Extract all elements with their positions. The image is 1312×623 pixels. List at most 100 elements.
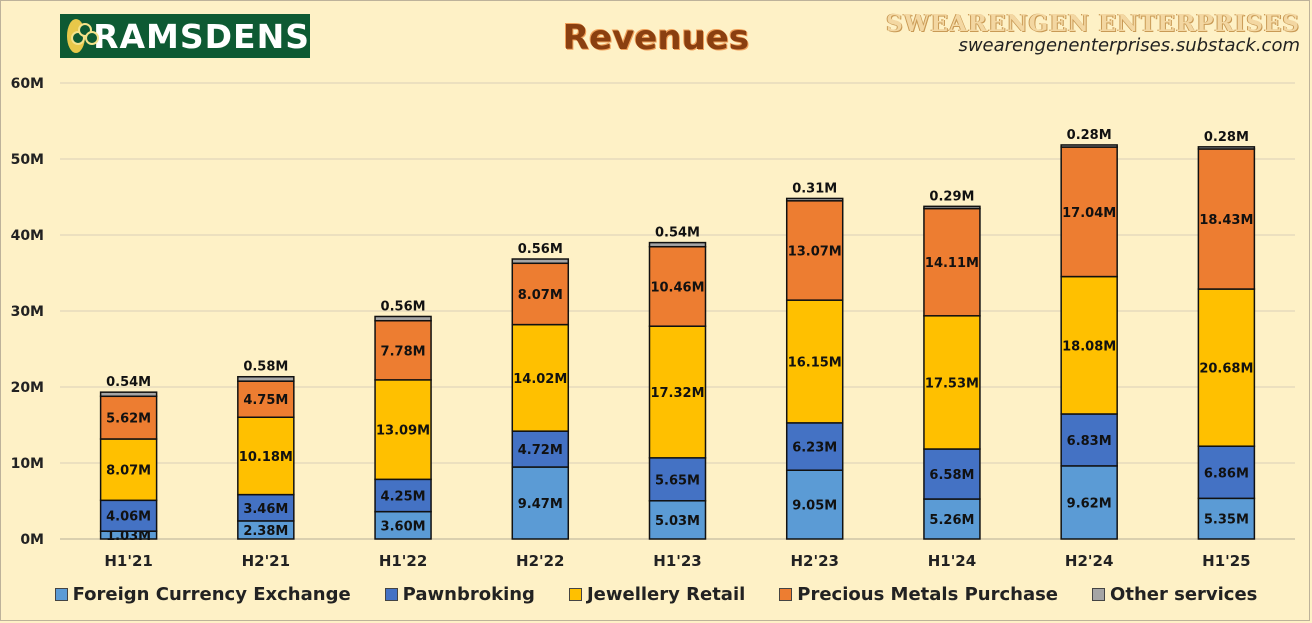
- legend-swatch: [568, 588, 582, 601]
- data-label: 6.83M: [1067, 434, 1112, 449]
- legend-item: Jewellery Retail: [568, 584, 746, 605]
- data-label: 0.28M: [1067, 128, 1112, 143]
- legend-label: Jewellery Retail: [586, 584, 746, 605]
- bar-segment: [237, 380, 295, 418]
- bar-segment: [785, 422, 844, 471]
- bar-segment: [374, 478, 432, 513]
- brand-name: SWEARENGEN ENTERPRISES: [886, 10, 1300, 37]
- data-label: 9.47M: [518, 497, 563, 512]
- bar-segment: [1197, 288, 1256, 447]
- bar-segment: [1060, 465, 1118, 540]
- legend-swatch: [54, 588, 68, 601]
- x-tick-label: H1'25: [1202, 552, 1250, 570]
- data-label: 5.65M: [655, 473, 700, 488]
- stacked-bar-chart: 0M 10M 20M 30M 40M 50M 60M 1.03M 4.06M 8.07M 5.62M…: [11, 76, 1295, 570]
- bar-segment: [99, 391, 158, 398]
- bar-segment: [648, 325, 707, 459]
- bar-segment: [99, 395, 158, 440]
- data-label: 0.31M: [792, 181, 837, 196]
- bar-segment: [923, 315, 981, 450]
- data-label: 9.62M: [1067, 496, 1112, 511]
- data-label: 6.86M: [1204, 466, 1249, 481]
- bar-segment: [374, 315, 432, 322]
- data-label: 0.56M: [381, 299, 426, 314]
- data-label: 18.43M: [1199, 213, 1253, 228]
- data-label: 0.58M: [243, 360, 288, 375]
- bar-segment: [374, 379, 432, 481]
- brand-url: swearengenenterprises.substack.com: [958, 35, 1300, 56]
- y-tick-label: 10M: [11, 456, 44, 472]
- legend-label: Foreign Currency Exchange: [72, 584, 351, 605]
- bar-segment: [923, 205, 981, 210]
- bar-segment: [648, 245, 707, 327]
- legend-swatch: [384, 588, 398, 601]
- ramsdens-logo: RAMSDENS: [60, 14, 310, 58]
- legend-label: Precious Metals Purchase: [797, 584, 1059, 605]
- legend-swatch: [779, 588, 793, 601]
- coins-icon: [67, 19, 99, 53]
- data-label: 10.46M: [650, 280, 704, 295]
- data-label: 20.68M: [1199, 362, 1253, 377]
- data-label: 9.05M: [792, 499, 837, 514]
- data-label: 17.32M: [650, 386, 704, 401]
- data-label: 2.38M: [243, 524, 288, 539]
- y-tick-label: 30M: [11, 304, 44, 320]
- bar-segment: [785, 469, 844, 540]
- data-label: 5.26M: [929, 513, 974, 528]
- legend-item: Pawnbroking: [384, 584, 535, 605]
- chart-title: Revenues: [562, 18, 750, 58]
- data-label: 18.08M: [1062, 339, 1116, 354]
- x-tick-label: H1'24: [928, 552, 976, 570]
- data-label: 0.54M: [106, 375, 151, 390]
- bar-segment: [1197, 146, 1256, 150]
- data-label: 6.58M: [929, 468, 974, 483]
- y-tick-label: 40M: [11, 228, 44, 244]
- data-label: 1.03M: [106, 529, 151, 544]
- data-label: 10.18M: [239, 450, 293, 465]
- x-tick-label: H2'21: [242, 552, 290, 570]
- data-label: 4.72M: [518, 443, 563, 458]
- bar-segment: [648, 500, 707, 540]
- legend-swatch: [1092, 588, 1106, 601]
- bar-segment: [648, 457, 707, 502]
- x-tick-label: H1'21: [104, 552, 152, 570]
- data-label: 13.09M: [376, 424, 430, 439]
- data-label: 17.53M: [925, 376, 979, 391]
- x-tick-label: H1'22: [379, 552, 427, 570]
- legend-item: Other services: [1092, 584, 1257, 605]
- bar-segment: [1060, 144, 1118, 148]
- chart-legend: Foreign Currency Exchange Pawnbroking Jewe…: [0, 584, 1312, 605]
- x-tick-label: H2'22: [516, 552, 564, 570]
- logo-text: RAMSDENS: [93, 16, 310, 56]
- y-tick-label: 60M: [11, 76, 44, 92]
- y-tick-label: 50M: [11, 152, 44, 168]
- data-label: 5.35M: [1204, 513, 1249, 528]
- legend-item: Foreign Currency Exchange: [54, 584, 351, 605]
- data-label: 16.15M: [788, 356, 842, 371]
- legend-label: Pawnbroking: [402, 584, 535, 605]
- data-label: 3.60M: [381, 519, 426, 534]
- data-label: 8.07M: [518, 288, 563, 303]
- data-label: 6.23M: [792, 441, 837, 456]
- bar-segment: [237, 375, 295, 382]
- bar-segment: [785, 299, 844, 424]
- bar-segment: [237, 493, 295, 522]
- data-label: 14.11M: [925, 256, 979, 271]
- data-label: 0.29M: [929, 189, 974, 204]
- data-label: 4.25M: [381, 489, 426, 504]
- y-tick-label: 20M: [11, 380, 44, 396]
- bar-segment: [923, 207, 981, 317]
- data-label: 4.75M: [243, 393, 288, 408]
- bar-segment: [374, 319, 432, 381]
- data-label: 5.62M: [106, 412, 151, 427]
- data-label: 0.54M: [655, 226, 700, 241]
- legend-label: Other services: [1110, 584, 1258, 605]
- data-label: 8.07M: [106, 464, 151, 479]
- bar-segment: [1060, 275, 1118, 415]
- bar-segment: [648, 241, 707, 248]
- data-label: 17.04M: [1062, 206, 1116, 221]
- data-label: 5.03M: [655, 514, 700, 529]
- bar-segment: [511, 258, 570, 265]
- x-tick-label: H2'24: [1065, 552, 1113, 570]
